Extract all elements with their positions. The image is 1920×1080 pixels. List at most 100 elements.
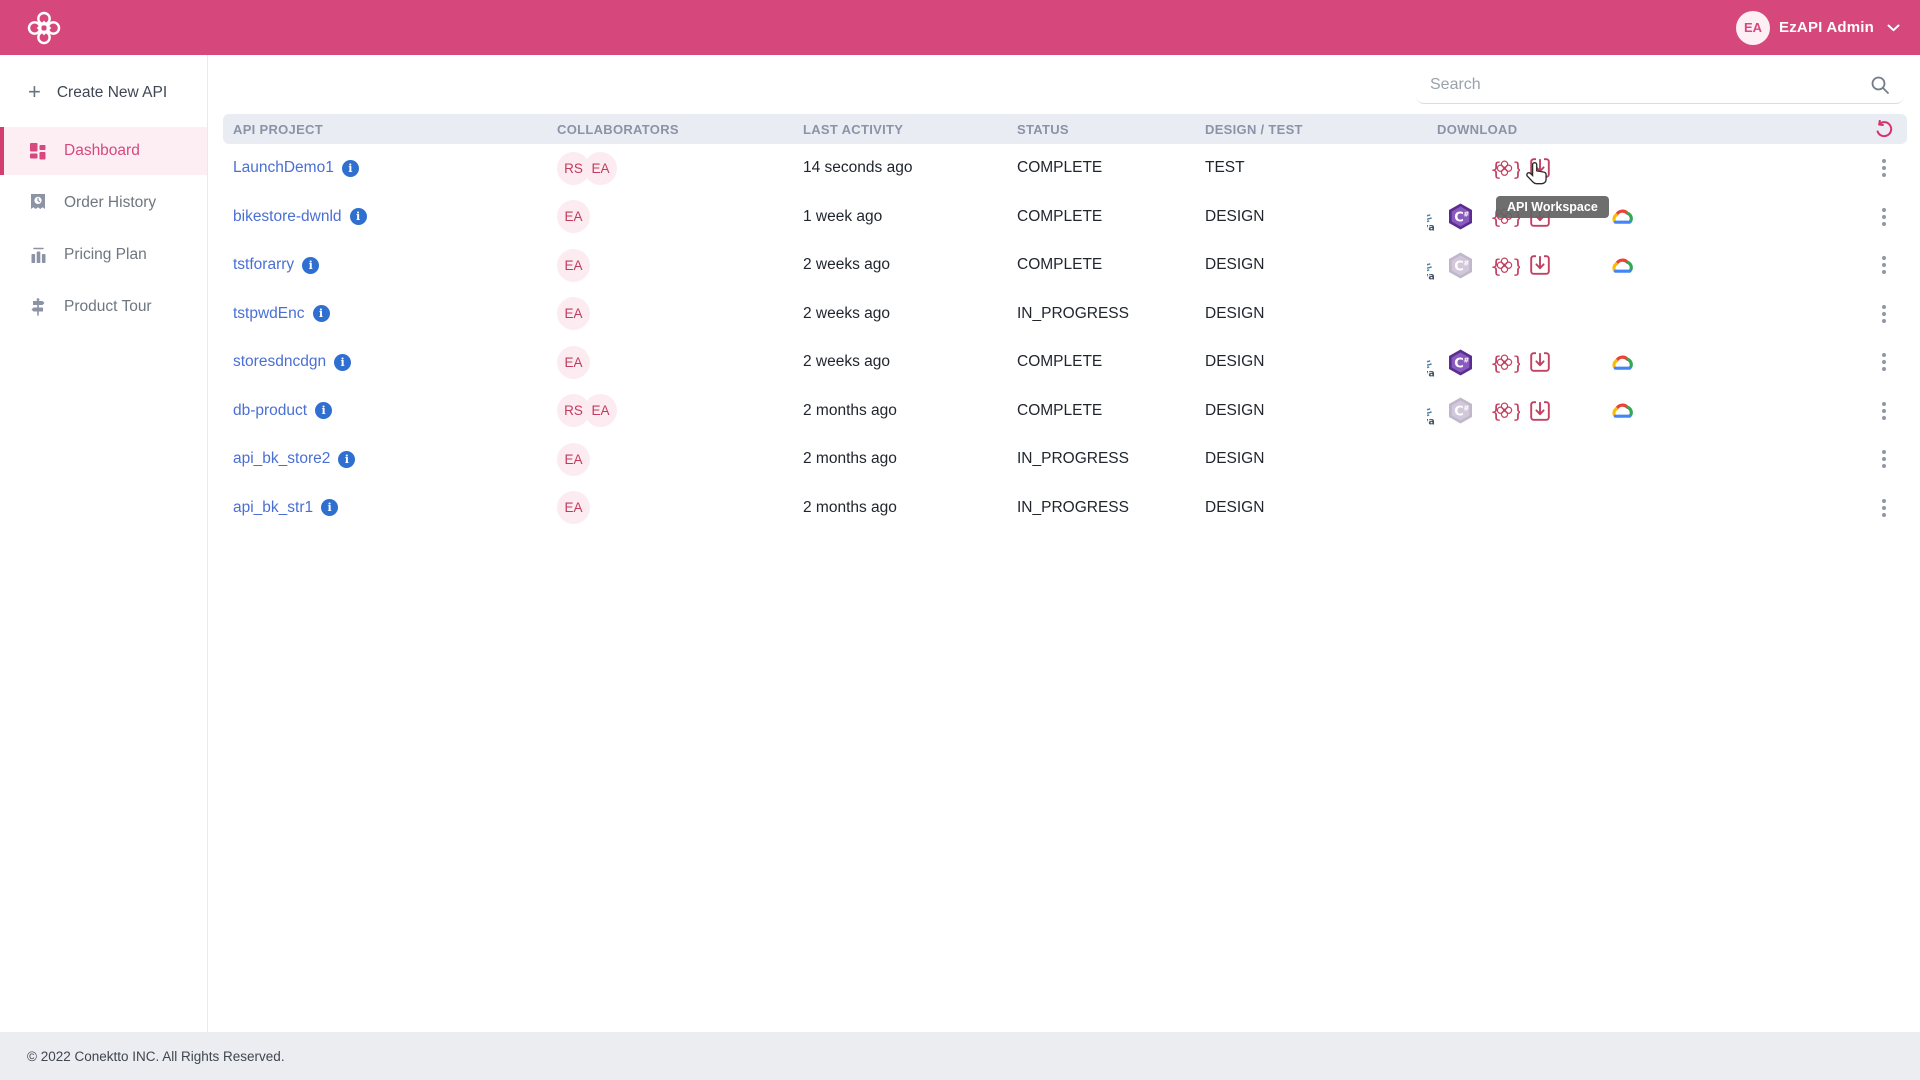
google-cloud-icon[interactable] xyxy=(1608,351,1636,374)
create-new-api-button[interactable]: + Create New API xyxy=(0,71,207,115)
info-icon[interactable]: i xyxy=(334,353,352,371)
collaborator-avatar: EA xyxy=(557,442,590,476)
api-spec-icon[interactable]: { } xyxy=(1489,397,1520,424)
java-icon[interactable]: Java xyxy=(1427,250,1437,281)
info-icon[interactable]: i xyxy=(321,499,339,517)
svg-text:Java: Java xyxy=(1427,271,1435,281)
sidebar-item-product-tour[interactable]: Product Tour xyxy=(0,283,207,331)
svg-text:#: # xyxy=(1463,405,1469,413)
collaborator-avatars: EA xyxy=(557,491,793,525)
collaborator-avatars: RS EA xyxy=(557,151,793,185)
api-workspace-download-icon[interactable] xyxy=(1528,253,1552,277)
download-slot xyxy=(1528,350,1566,374)
svg-text:#: # xyxy=(1463,211,1469,219)
csharp-icon[interactable]: C # xyxy=(1448,397,1473,424)
java-icon[interactable]: Java xyxy=(1427,201,1437,232)
table-row: api_bk_str1 i EA 2 months ago IN_PROGRES… xyxy=(223,484,1907,533)
project-link[interactable]: db-product xyxy=(233,401,308,419)
project-link[interactable]: api_bk_str1 xyxy=(233,498,314,516)
row-menu-kebab-icon[interactable] xyxy=(1876,347,1892,377)
svg-text:Java: Java xyxy=(1427,368,1435,378)
csharp-icon[interactable]: C # xyxy=(1448,203,1473,230)
status-text: COMPLETE xyxy=(1017,256,1103,274)
google-cloud-icon[interactable] xyxy=(1608,399,1636,422)
search-input[interactable] xyxy=(1430,75,1866,94)
row-menu-kebab-icon[interactable] xyxy=(1876,444,1892,474)
project-link[interactable]: LaunchDemo1 xyxy=(233,159,334,177)
sidebar-item-dashboard[interactable]: Dashboard xyxy=(0,127,207,175)
row-menu-kebab-icon[interactable] xyxy=(1876,153,1892,183)
java-icon[interactable]: Java xyxy=(1427,395,1437,426)
header-collaborators: COLLABORATORS xyxy=(557,121,679,137)
row-menu-kebab-icon[interactable] xyxy=(1876,250,1892,280)
sidebar-item-order-history[interactable]: Order History xyxy=(0,179,207,227)
last-activity-text: 2 weeks ago xyxy=(803,256,891,274)
plus-icon: + xyxy=(28,79,41,104)
api-workspace-download-icon[interactable] xyxy=(1528,350,1552,374)
info-icon[interactable]: i xyxy=(315,402,333,420)
info-icon[interactable]: i xyxy=(341,159,359,177)
design-test-text: DESIGN xyxy=(1205,304,1265,322)
svg-text:}: } xyxy=(1512,255,1520,277)
download-slot xyxy=(1528,253,1566,277)
row-menu-kebab-icon[interactable] xyxy=(1876,202,1892,232)
google-cloud-icon[interactable] xyxy=(1608,205,1636,228)
table-row: tstforarry i EA 2 weeks ago COMPLETE DES… xyxy=(223,241,1907,290)
header-last-activity: LAST ACTIVITY xyxy=(803,121,904,137)
svg-text:C: C xyxy=(1454,356,1464,371)
api-spec-icon[interactable]: { } xyxy=(1489,252,1520,279)
svg-text:C: C xyxy=(1454,211,1464,226)
order-history-icon xyxy=(28,194,48,212)
collaborator-avatars: EA xyxy=(557,200,793,234)
status-text: COMPLETE xyxy=(1017,207,1103,225)
last-activity-text: 2 weeks ago xyxy=(803,304,891,322)
info-icon[interactable]: i xyxy=(302,256,320,274)
csharp-icon[interactable]: C # xyxy=(1448,349,1473,376)
collaborator-avatar: EA xyxy=(584,151,617,185)
collaborator-avatar: RS xyxy=(557,151,590,185)
api-spec-icon[interactable]: { } xyxy=(1489,349,1520,376)
project-link[interactable]: tstpwdEnc xyxy=(233,304,305,322)
project-link[interactable]: storesdncdgn xyxy=(233,353,327,371)
download-icons: Java C # { } xyxy=(1427,201,1860,232)
project-link[interactable]: tstforarry xyxy=(233,256,295,274)
design-test-text: DESIGN xyxy=(1205,401,1265,419)
download-icons: Java C # { } xyxy=(1427,395,1860,426)
api-spec-icon[interactable]: { } xyxy=(1489,155,1520,182)
info-icon[interactable]: i xyxy=(338,450,356,468)
download-slot: { } xyxy=(1489,349,1528,376)
design-test-text: TEST xyxy=(1205,159,1245,177)
info-icon[interactable]: i xyxy=(349,208,367,226)
java-icon[interactable]: Java xyxy=(1427,347,1437,378)
collaborator-avatars: EA xyxy=(557,248,793,282)
design-test-text: DESIGN xyxy=(1205,450,1265,468)
api-workspace-download-icon[interactable] xyxy=(1528,399,1552,423)
dashboard-icon xyxy=(28,142,48,160)
pricing-plan-icon xyxy=(28,247,48,264)
sidebar-item-pricing-plan[interactable]: Pricing Plan xyxy=(0,231,207,279)
sidebar: + Create New API Dashboard Order History xyxy=(0,55,208,1032)
row-menu-kebab-icon[interactable] xyxy=(1876,299,1892,329)
status-text: COMPLETE xyxy=(1017,353,1103,371)
info-icon[interactable]: i xyxy=(312,305,330,323)
header-api-project: API PROJECT xyxy=(233,121,323,137)
download-slot: { } xyxy=(1489,397,1528,424)
google-cloud-icon[interactable] xyxy=(1608,254,1636,277)
project-link[interactable]: bikestore-dwnld xyxy=(233,207,342,225)
design-test-text: DESIGN xyxy=(1205,256,1265,274)
download-slot xyxy=(1528,399,1566,423)
last-activity-text: 2 months ago xyxy=(803,401,897,419)
svg-text:C: C xyxy=(1454,405,1464,420)
last-activity-text: 2 weeks ago xyxy=(803,353,891,371)
download-slot xyxy=(1608,254,1638,277)
search-icon[interactable] xyxy=(1866,71,1894,99)
row-menu-kebab-icon[interactable] xyxy=(1876,493,1892,523)
svg-text:}: } xyxy=(1512,401,1520,423)
row-menu-kebab-icon[interactable] xyxy=(1876,396,1892,426)
csharp-icon[interactable]: C # xyxy=(1448,252,1473,279)
table-header-row: API PROJECT COLLABORATORS LAST ACTIVITY … xyxy=(223,114,1907,144)
user-menu[interactable]: EA EzAPI Admin xyxy=(1736,10,1900,45)
project-link[interactable]: api_bk_store2 xyxy=(233,450,331,468)
refresh-icon[interactable] xyxy=(1874,119,1893,139)
